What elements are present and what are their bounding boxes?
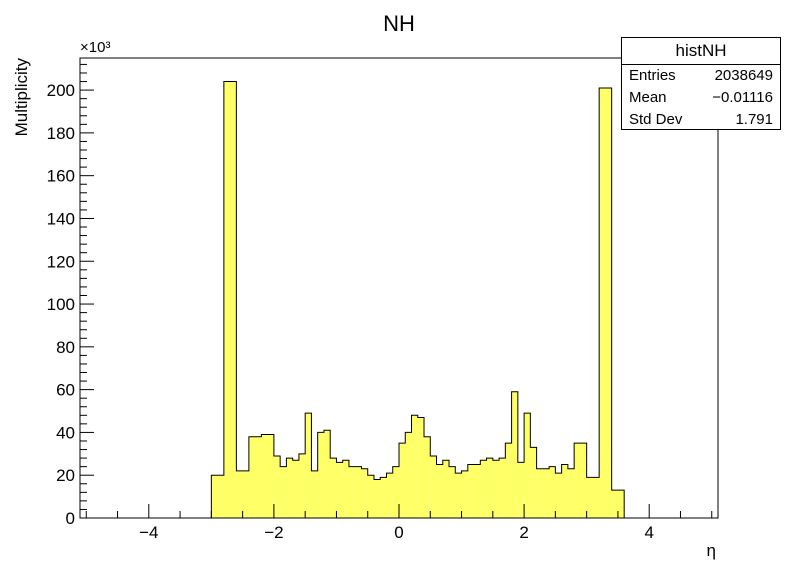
histogram-bin	[536, 468, 543, 518]
histogram-bin	[517, 462, 525, 518]
histogram-bin	[436, 464, 443, 518]
x-tick-label: 2	[519, 523, 528, 542]
stats-label: Entries	[629, 67, 676, 84]
y-tick-label: 20	[56, 466, 75, 485]
histogram-bin	[311, 470, 318, 518]
histogram-bin	[511, 391, 518, 518]
stats-value: 1.791	[735, 111, 773, 128]
y-tick-label: 60	[56, 381, 75, 400]
histogram-bin	[555, 473, 562, 518]
y-tick-label: 200	[47, 81, 75, 100]
histogram-bin	[442, 460, 450, 518]
x-tick-label: −2	[264, 523, 283, 542]
histogram-bin	[405, 432, 412, 518]
histogram-bin	[424, 436, 431, 518]
histogram-bin	[574, 443, 587, 518]
histogram-bin	[348, 466, 356, 518]
histogram-outline	[210, 81, 625, 518]
x-tick-label: −4	[139, 523, 158, 542]
histogram-bars	[211, 81, 625, 518]
y-tick-label: 100	[47, 295, 75, 314]
histogram-bin	[323, 430, 331, 518]
histogram-bin	[486, 458, 493, 518]
histogram-bin	[411, 415, 418, 518]
histogram-bin	[330, 458, 337, 518]
histogram-bin	[211, 475, 224, 518]
histogram-bin	[386, 473, 393, 518]
histogram-bin	[392, 466, 399, 518]
x-tick-label: 4	[644, 523, 653, 542]
histogram-bin	[236, 470, 249, 518]
histogram-bin	[524, 413, 531, 518]
y-axis-label: Multiplicity	[12, 58, 31, 137]
histogram-bin	[273, 455, 281, 518]
histogram-bin	[342, 460, 349, 518]
histogram-bin	[417, 417, 425, 518]
histogram-bin	[449, 466, 456, 518]
histogram-bin	[361, 468, 368, 518]
histogram-bin	[430, 455, 437, 518]
histogram-bin	[305, 413, 312, 518]
y-tick-label: 160	[47, 167, 75, 186]
y-tick-label: 0	[66, 509, 75, 528]
histogram-bin	[367, 475, 374, 518]
histogram-bin	[549, 466, 556, 518]
histogram-bin	[292, 460, 299, 518]
x-tick-label: 0	[394, 523, 403, 542]
histogram-bin	[261, 434, 274, 518]
histogram-bin	[530, 447, 537, 518]
histogram-bin	[461, 470, 468, 518]
stats-label: Std Dev	[629, 111, 683, 128]
stats-value: −0.01116	[712, 89, 773, 106]
histogram-bin	[492, 460, 500, 518]
histogram-bin	[399, 443, 406, 518]
histogram-bin	[467, 464, 475, 518]
stats-title: histNH	[622, 38, 780, 65]
histogram-bin	[248, 436, 262, 518]
stats-row-std-dev: Std Dev 1.791	[622, 109, 780, 131]
histogram-bin	[336, 462, 343, 518]
histogram-bin	[373, 479, 381, 518]
y-tick-label: 180	[47, 124, 75, 143]
histogram-bin	[561, 464, 568, 518]
stats-label: Mean	[629, 89, 667, 106]
histogram-bin	[586, 477, 600, 518]
y-tick-label: 140	[47, 209, 75, 228]
histogram-bin	[505, 443, 512, 518]
y-exponent-label: ×10³	[80, 39, 110, 56]
histogram-bin	[542, 468, 550, 518]
y-tick-label: 80	[56, 338, 75, 357]
histogram-bin	[474, 464, 481, 518]
histogram-bin	[317, 432, 324, 518]
x-axis-label: η	[707, 541, 716, 560]
histogram-bin	[499, 458, 506, 518]
histogram-bin	[223, 81, 237, 518]
y-tick-label: 120	[47, 252, 75, 271]
stats-box: histNH Entries 2038649 Mean −0.01116 Std…	[621, 37, 781, 130]
histogram-bin	[298, 453, 306, 518]
chart-title: NH	[383, 11, 415, 36]
histogram-bin	[355, 466, 362, 518]
histogram-bin	[599, 87, 612, 518]
stats-value: 2038649	[714, 67, 773, 84]
histogram-bin	[567, 468, 575, 518]
histogram-bin	[611, 490, 625, 518]
y-axis-ticks: 0 20 40 60 80 100 120 140 160 180 200	[47, 63, 94, 528]
x-axis-ticks: −4 −2 0 2 4	[85, 504, 713, 542]
y-tick-label: 40	[56, 423, 75, 442]
histogram-bin	[380, 477, 387, 518]
histogram-bin	[286, 458, 293, 518]
stats-row-entries: Entries 2038649	[622, 65, 780, 87]
histogram-bin	[480, 460, 487, 518]
histogram-bin	[455, 473, 462, 518]
stats-row-mean: Mean −0.01116	[622, 87, 780, 109]
histogram-bin	[280, 466, 287, 518]
